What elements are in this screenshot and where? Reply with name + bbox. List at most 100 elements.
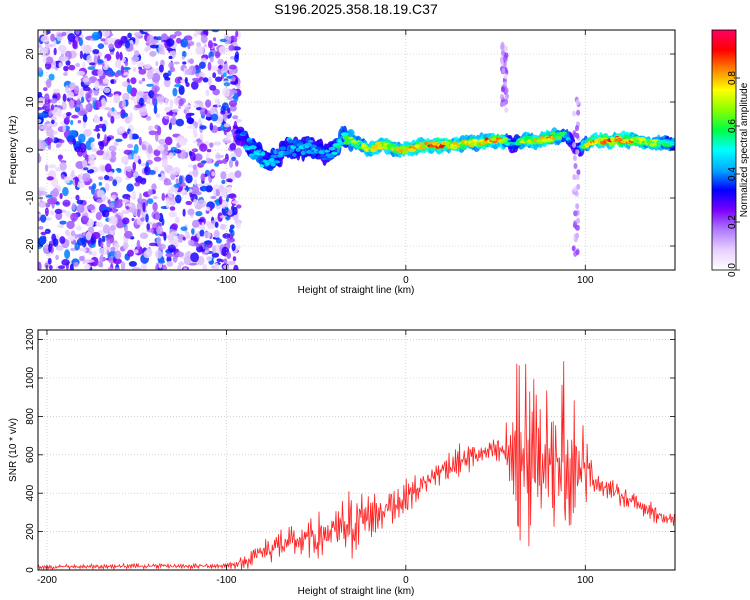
noise-blob: [70, 212, 79, 222]
noise-blob: [166, 111, 174, 116]
noise-blob: [101, 97, 106, 107]
noise-blob: [93, 128, 101, 132]
noise-blob: [183, 267, 188, 270]
streak-blob: [505, 93, 509, 100]
x-tick-label: -200: [37, 275, 57, 286]
noise-blob: [136, 239, 141, 250]
ridge-blob: [232, 125, 239, 129]
ridge-blob: [472, 138, 479, 143]
noise-blob: [231, 243, 236, 252]
noise-blob: [101, 235, 106, 243]
noise-blob: [173, 183, 181, 188]
streak-blob: [575, 203, 580, 210]
noise-blob: [195, 211, 203, 217]
ridge-blob: [245, 147, 251, 151]
noise-blob: [65, 60, 71, 66]
noise-blob: [96, 132, 101, 139]
noise-blob: [63, 65, 69, 72]
noise-blob: [214, 51, 221, 59]
noise-blob: [203, 231, 212, 239]
snr-series-line: [38, 361, 675, 570]
noise-blob: [106, 240, 111, 248]
ridge-blob: [309, 144, 317, 148]
noise-blob: [108, 145, 117, 152]
noise-blob: [163, 143, 169, 152]
noise-blob: [182, 208, 186, 217]
noise-blob: [138, 66, 143, 70]
noise-blob: [147, 198, 154, 205]
noise-blob: [187, 239, 195, 246]
noise-blob: [85, 231, 92, 241]
noise-blob: [82, 77, 90, 83]
noise-blob: [210, 195, 217, 200]
noise-blob: [122, 240, 129, 251]
noise-blob: [175, 251, 184, 258]
noise-blob: [223, 140, 232, 144]
figure-title: S196.2025.358.18.19.C37: [274, 1, 438, 17]
noise-blob: [168, 55, 173, 60]
noise-blob: [227, 260, 236, 266]
noise-blob: [46, 176, 54, 181]
noise-blob: [69, 99, 75, 109]
noise-blob: [187, 125, 196, 129]
noise-blob: [226, 240, 231, 249]
noise-blob: [229, 228, 233, 234]
noise-blob: [44, 93, 50, 101]
noise-blob: [82, 44, 92, 55]
streak-blob: [571, 245, 576, 252]
noise-blob: [219, 38, 228, 43]
noise-blob: [102, 209, 110, 218]
y-tick-label: 20: [25, 48, 36, 60]
noise-blob: [200, 173, 206, 182]
noise-blob: [104, 107, 111, 111]
noise-blob: [95, 211, 102, 221]
y-tick-label: 10: [25, 96, 36, 108]
noise-blob: [172, 113, 176, 118]
noise-blob: [143, 94, 148, 102]
noise-blob: [175, 118, 185, 127]
noise-blob: [134, 249, 139, 254]
noise-blob: [183, 256, 192, 266]
noise-blob: [109, 71, 116, 76]
noise-blob: [133, 98, 138, 106]
streak-blob: [572, 174, 577, 181]
noise-blob: [115, 59, 122, 68]
noise-blob: [52, 238, 59, 247]
noise-blob: [200, 160, 207, 164]
y-tick-label: 1200: [25, 328, 36, 351]
noise-blob: [62, 124, 66, 133]
noise-blob: [137, 91, 145, 96]
noise-blob: [138, 97, 145, 107]
noise-blob: [156, 95, 165, 103]
noise-blob: [166, 38, 175, 47]
noise-blob: [234, 170, 242, 178]
noise-blob: [106, 38, 115, 44]
colorbar: 0.0 0.2 0.4 0.6 0.8 Normalized spectral ampl…: [711, 29, 750, 277]
ridge-blob: [273, 160, 281, 164]
noise-blob: [71, 202, 76, 211]
ridge-blob: [348, 136, 354, 140]
streak-blob: [574, 191, 579, 197]
noise-blob: [174, 84, 182, 88]
noise-blob: [235, 147, 242, 158]
noise-blob: [51, 119, 55, 125]
noise-blob: [172, 87, 178, 97]
noise-blob: [109, 224, 117, 231]
noise-blob: [183, 191, 188, 196]
x-tick-label: 0: [403, 575, 409, 586]
noise-blob: [44, 217, 52, 221]
noise-blob: [162, 264, 167, 270]
ridge-blob: [257, 155, 264, 159]
noise-blob: [111, 107, 115, 112]
noise-blob: [212, 245, 216, 254]
streak-blob: [500, 41, 505, 48]
noise-blob: [187, 208, 195, 216]
noise-blob: [120, 65, 124, 75]
streak-blob: [576, 224, 580, 231]
noise-blob: [229, 224, 235, 230]
noise-blob: [70, 230, 76, 237]
noise-blob: [89, 242, 96, 248]
noise-blob: [213, 141, 222, 146]
ridge-blob: [300, 150, 306, 156]
noise-blob: [82, 75, 88, 79]
